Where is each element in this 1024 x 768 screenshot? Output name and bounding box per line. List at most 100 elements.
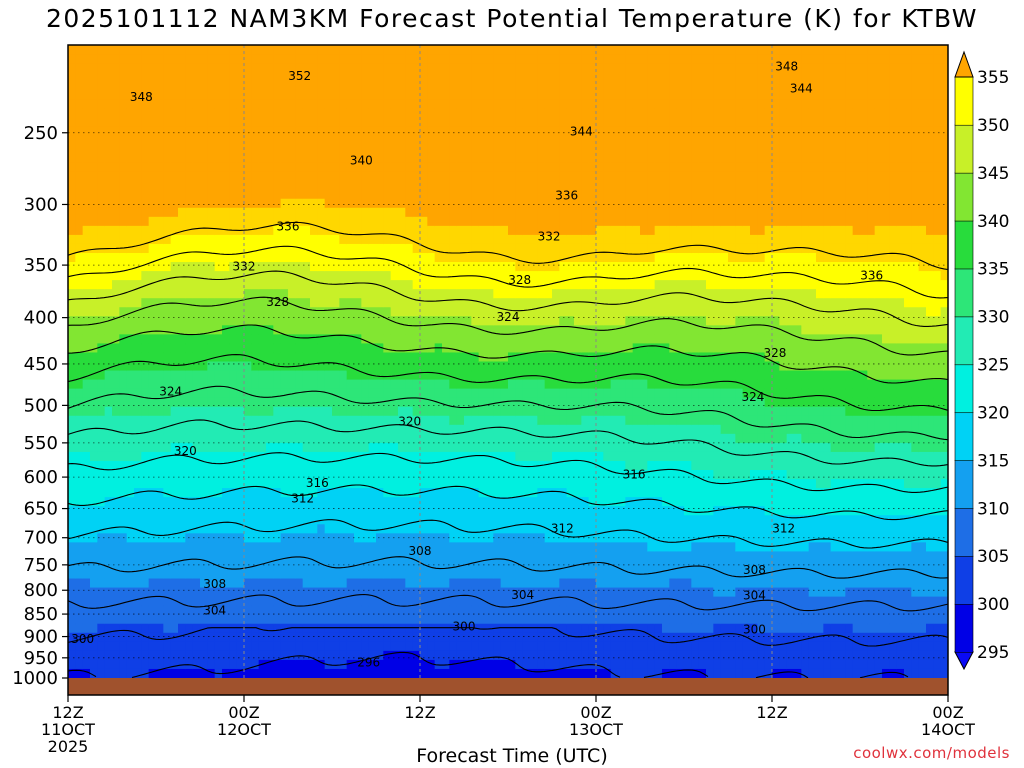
field-cell — [398, 451, 406, 462]
field-cell — [420, 334, 428, 345]
field-cell — [354, 108, 362, 118]
field-cell — [134, 424, 142, 435]
field-cell — [258, 271, 267, 281]
field-cell — [500, 497, 509, 507]
field-cell — [405, 596, 414, 607]
field-cell — [537, 162, 546, 173]
field-cell — [97, 225, 106, 236]
field-cell — [412, 108, 421, 118]
field-cell — [104, 252, 113, 263]
field-cell — [236, 252, 245, 263]
field-cell — [258, 406, 267, 417]
field-cell — [75, 81, 84, 91]
field-cell — [266, 189, 274, 200]
field-cell — [222, 415, 230, 426]
field-cell — [68, 623, 76, 634]
field-cell — [141, 72, 150, 82]
field-cell — [420, 524, 428, 534]
field-cell — [185, 271, 194, 281]
field-cell — [266, 632, 274, 643]
field-cell — [148, 72, 157, 82]
field-cell — [449, 632, 458, 643]
field-cell — [434, 234, 443, 245]
field-cell — [354, 144, 362, 155]
field-cell — [427, 497, 436, 507]
field-cell — [273, 99, 282, 109]
field-cell — [464, 641, 472, 652]
field-cell — [530, 234, 538, 245]
field-cell — [427, 460, 436, 471]
field-cell — [434, 289, 443, 299]
field-cell — [324, 189, 333, 200]
field-cell — [148, 171, 157, 182]
field-cell — [566, 262, 575, 272]
field-cell — [126, 370, 135, 381]
field-cell — [442, 587, 450, 598]
field-cell — [280, 424, 289, 435]
field-cell — [368, 216, 377, 227]
field-cell — [280, 271, 289, 281]
field-cell — [244, 252, 252, 263]
field-cell — [530, 216, 538, 227]
field-cell — [346, 497, 355, 507]
field-cell — [368, 605, 377, 616]
field-cell — [273, 252, 282, 263]
field-cell — [368, 207, 377, 218]
field-cell — [148, 451, 157, 462]
field-cell — [434, 63, 443, 73]
field-cell — [368, 343, 377, 354]
field-cell — [442, 352, 450, 363]
field-cell — [456, 90, 465, 100]
field-cell — [295, 135, 304, 146]
field-cell — [244, 171, 252, 182]
field-cell — [420, 578, 428, 589]
field-cell — [273, 298, 282, 308]
field-cell — [251, 54, 260, 64]
field-cell — [552, 379, 560, 390]
field-cell — [170, 587, 179, 598]
field-cell — [500, 623, 509, 634]
field-cell — [112, 144, 120, 155]
field-cell — [310, 578, 318, 589]
field-cell — [273, 515, 282, 525]
field-cell — [156, 72, 164, 82]
field-cell — [134, 659, 142, 670]
field-cell — [420, 343, 428, 354]
field-cell — [280, 298, 289, 308]
field-cell — [280, 334, 289, 345]
field-cell — [170, 126, 179, 137]
field-cell — [104, 307, 113, 317]
field-cell — [68, 144, 76, 155]
field-cell — [500, 343, 509, 354]
field-cell — [134, 533, 142, 543]
field-cell — [222, 442, 230, 453]
field-cell — [324, 90, 333, 100]
field-cell — [273, 144, 282, 155]
field-cell — [207, 379, 216, 390]
field-cell — [420, 81, 428, 91]
field-cell — [104, 596, 113, 607]
field-cell — [427, 587, 436, 598]
field-cell — [376, 442, 384, 453]
field-cell — [522, 207, 531, 218]
field-cell — [354, 587, 362, 598]
field-cell — [295, 307, 304, 317]
field-cell — [500, 388, 509, 399]
field-cell — [163, 533, 172, 543]
field-cell — [420, 280, 428, 290]
field-cell — [192, 54, 201, 64]
field-cell — [104, 72, 113, 82]
field-cell — [559, 497, 568, 507]
field-cell — [537, 325, 546, 335]
field-cell — [449, 515, 458, 525]
field-cell — [486, 45, 494, 55]
field-cell — [288, 252, 296, 263]
field-cell — [68, 488, 76, 498]
field-cell — [522, 352, 531, 363]
field-cell — [559, 388, 568, 399]
field-cell — [90, 614, 98, 625]
field-cell — [288, 488, 296, 498]
field-cell — [244, 262, 252, 272]
field-cell — [376, 524, 384, 534]
field-cell — [471, 216, 480, 227]
